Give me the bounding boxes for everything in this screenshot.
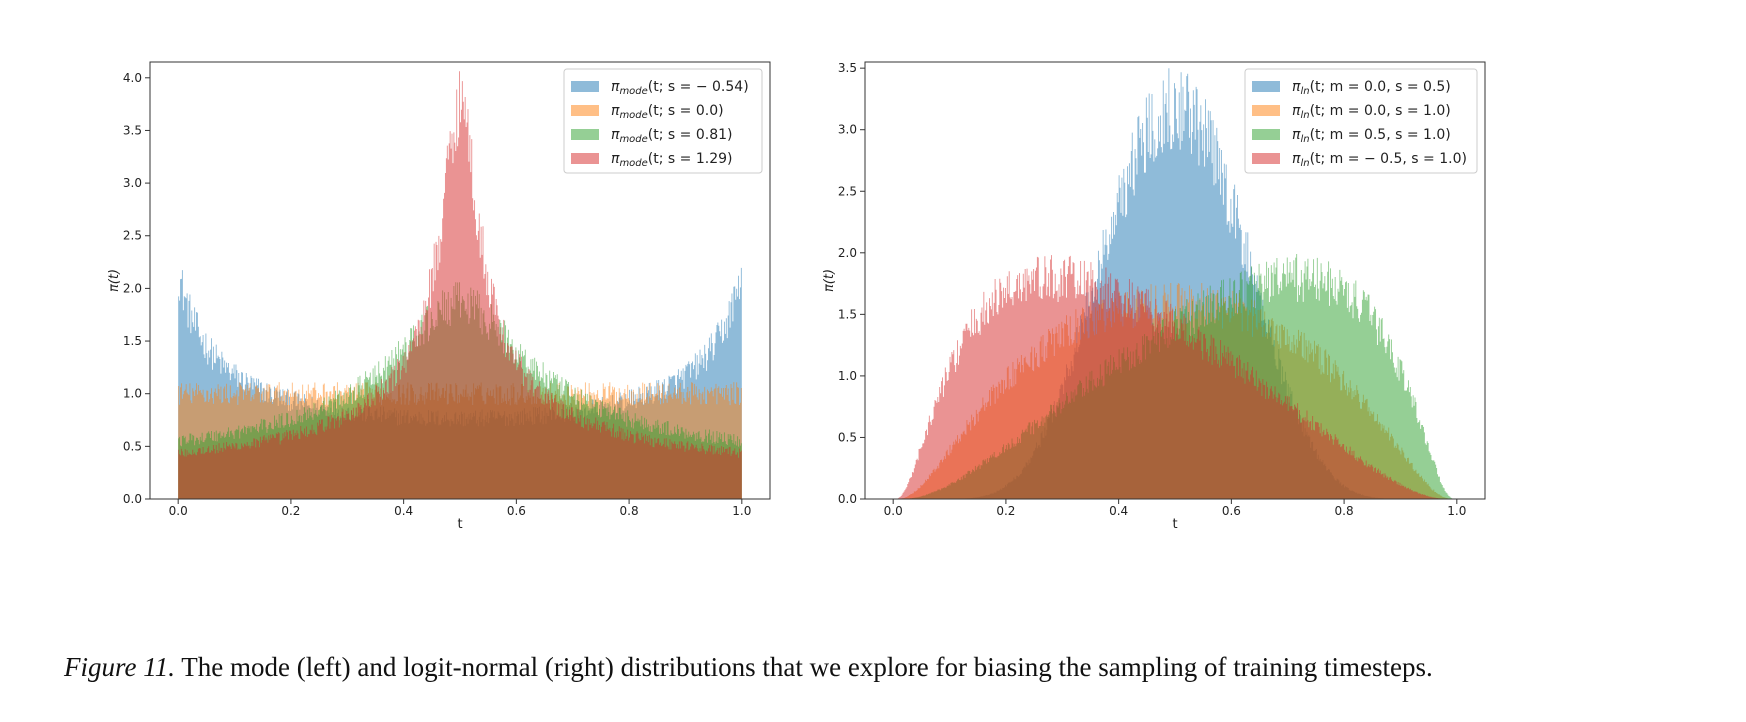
plot-frame — [149, 61, 771, 500]
x-tick-label: 0.8 — [620, 504, 639, 518]
caption-text: The mode (left) and logit-normal (right)… — [174, 652, 1433, 682]
y-tick-label: 2.5 — [123, 229, 142, 243]
legend-label-2: πmode(t; s = 0.0) — [611, 103, 724, 121]
legend-label-4: πln(t; m = − 0.5, s = 1.0) — [1292, 151, 1467, 169]
legend-swatch-4 — [571, 153, 599, 164]
x-tick-label: 0.4 — [394, 504, 413, 518]
legend-label-3: πmode(t; s = 0.81) — [611, 127, 732, 145]
caption-label: Figure 11. — [64, 652, 175, 682]
y-tick-label: 1.5 — [123, 334, 142, 348]
x-tick-label: 0.8 — [1335, 504, 1354, 518]
y-tick-label: 0.0 — [123, 492, 142, 506]
histogram-series-4 — [893, 255, 1457, 499]
y-tick-label: 0.5 — [838, 430, 857, 444]
legend: πln(t; m = 0.0, s = 0.5) πln(t; m = 0.0, … — [1244, 68, 1478, 174]
y-tick-label: 1.0 — [123, 387, 142, 401]
legend-swatch-2 — [571, 105, 599, 116]
y-tick-label: 0.5 — [123, 439, 142, 453]
chart-left-mode: 0.0 0.2 0.4 0.6 0.8 1.0 0.0 0.5 1.0 1.5 2.0 2.5 3.0 3… — [107, 61, 771, 532]
y-tick-label: 0.0 — [838, 492, 857, 506]
x-tick-label: 0.4 — [1109, 504, 1128, 518]
histogram-series-4 — [178, 71, 742, 499]
legend-swatch-4 — [1252, 153, 1280, 164]
x-tick-label: 1.0 — [732, 504, 751, 518]
legend-swatch-2 — [1252, 105, 1280, 116]
legend-swatch-3 — [1252, 129, 1280, 140]
y-tick-label: 2.0 — [838, 246, 857, 260]
y-tick-label: 3.0 — [123, 176, 142, 190]
x-tick-label: 0.0 — [169, 504, 188, 518]
x-axis-label: t — [1172, 517, 1177, 532]
legend-swatch-1 — [1252, 81, 1280, 92]
legend-label-1: πln(t; m = 0.0, s = 0.5) — [1292, 79, 1451, 97]
y-tick-label: 3.5 — [838, 61, 857, 75]
y-tick-label: 3.0 — [838, 123, 857, 137]
legend-label-2: πln(t; m = 0.0, s = 1.0) — [1292, 103, 1451, 121]
legend-box — [1244, 68, 1478, 174]
plot-frame — [864, 61, 1486, 500]
chart-right-logit-normal: 0.0 0.2 0.4 0.6 0.8 1.0 0.0 0.5 1.0 1.5 2.0 2.5 3.0 3… — [822, 61, 1486, 532]
legend-swatch-1 — [571, 81, 599, 92]
x-tick-label: 0.6 — [507, 504, 526, 518]
x-tick-label: 0.2 — [281, 504, 300, 518]
x-tick-label: 0.2 — [996, 504, 1015, 518]
figure-caption: Figure 11. The mode (left) and logit-nor… — [64, 652, 1724, 683]
x-tick-label: 0.0 — [884, 504, 903, 518]
y-axis-label: π(t) — [822, 269, 837, 292]
legend-swatch-3 — [571, 129, 599, 140]
y-axis-label: π(t) — [107, 269, 122, 292]
y-tick-label: 1.5 — [838, 307, 857, 321]
x-tick-label: 0.6 — [1222, 504, 1241, 518]
histogram-series-1 — [893, 68, 1457, 499]
legend: πmode(t; s = − 0.54) πmode(t; s = 0.0) πmo… — [563, 68, 763, 174]
x-axis-label: t — [457, 517, 462, 532]
legend-label-4: πmode(t; s = 1.29) — [611, 151, 732, 169]
legend-label-1: πmode(t; s = − 0.54) — [611, 79, 749, 97]
y-tick-label: 3.5 — [123, 123, 142, 137]
y-tick-label: 4.0 — [123, 71, 142, 85]
y-tick-label: 2.5 — [838, 184, 857, 198]
x-tick-label: 1.0 — [1447, 504, 1466, 518]
y-tick-label: 2.0 — [123, 281, 142, 295]
legend-box — [563, 68, 763, 174]
y-tick-label: 1.0 — [838, 369, 857, 383]
legend-label-3: πln(t; m = 0.5, s = 1.0) — [1292, 127, 1451, 145]
